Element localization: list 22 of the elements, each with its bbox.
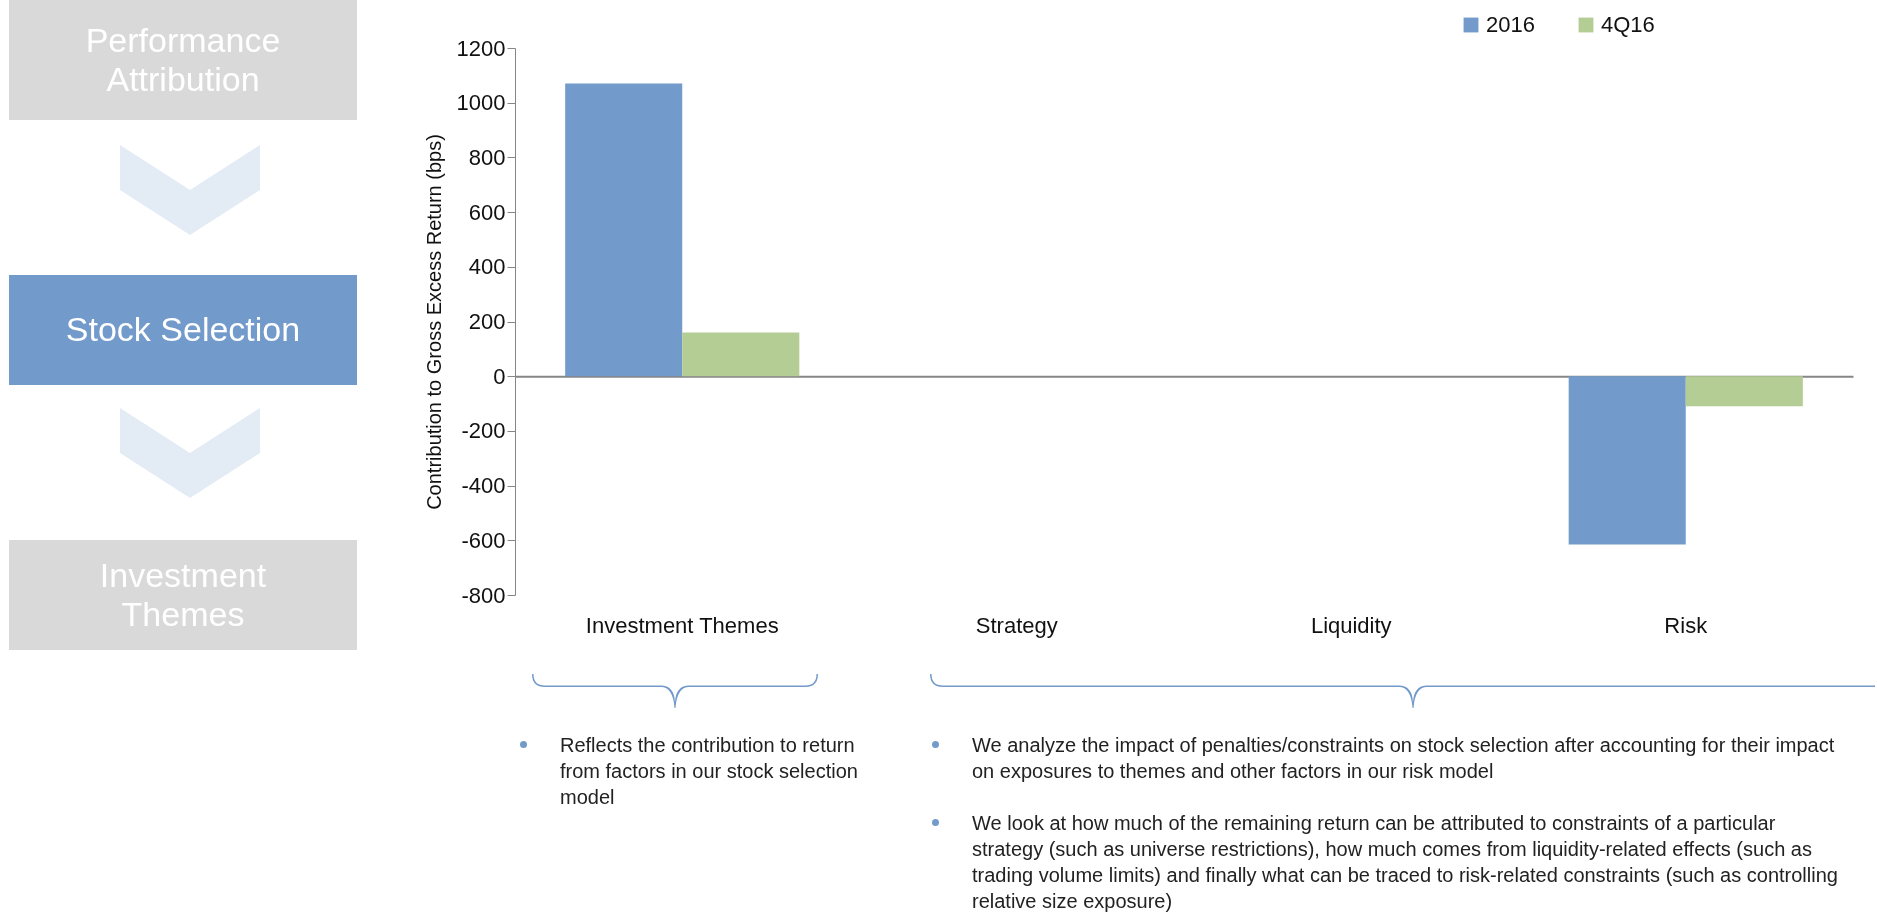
y-tick-label: -600: [461, 527, 506, 553]
y-tick-label: 1200: [456, 35, 506, 61]
y-tick-label: -200: [461, 418, 506, 444]
x-tick-label: Strategy: [975, 612, 1058, 638]
x-tick-label: Liquidity: [1310, 612, 1392, 638]
y-tick-label: -400: [461, 473, 506, 499]
text: Reflects the contribution to return from factors in our stock selection model: [560, 732, 860, 810]
x-tick-label: Risk: [1664, 612, 1709, 638]
y-tick-label: 400: [468, 254, 506, 280]
y-axis-title: Contribution to Gross Excess Return (bps): [422, 134, 445, 510]
legend-label: 4Q16: [1601, 12, 1655, 37]
x-tick-label: Investment Themes: [585, 612, 779, 638]
text: Stock Selection: [9, 275, 357, 385]
y-tick-label: 600: [468, 199, 506, 225]
y-tick-label: 800: [468, 144, 506, 170]
y-tick-label: -800: [461, 582, 506, 608]
y-tick-label: 1000: [456, 90, 506, 116]
y-tick-label: 200: [468, 309, 506, 334]
y-tick-label: 0: [493, 363, 506, 389]
legend-label: 2016: [1486, 12, 1535, 37]
text: We analyze the impact of penalties/constraints on stock selection after accounting for their impact on exposures to themes and other factors in our risk model: [972, 732, 1852, 784]
text: We look at how much of the remaining return can be attributed to constraints of a particular strategy (such as universe restrictions), how much comes from liquidity-related effects (such as trading volume limits) and finally what can be traced to risk-related constraints (such as controlling relative size exposure): [972, 810, 1852, 914]
